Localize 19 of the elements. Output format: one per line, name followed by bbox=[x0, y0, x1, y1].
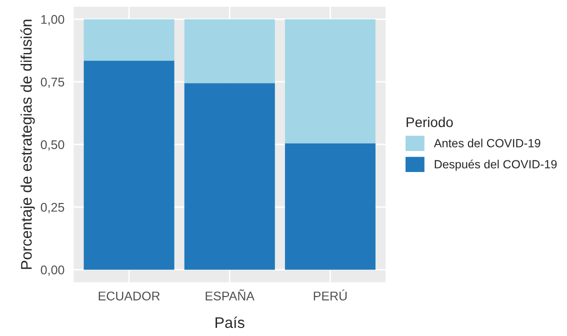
x-axis-title: País bbox=[216, 316, 244, 328]
y-tick-label: 0,00 bbox=[40, 266, 64, 276]
legend-label: Antes del COVID-19 bbox=[434, 138, 540, 148]
bar bbox=[184, 19, 275, 84]
y-tick-label: 0,25 bbox=[40, 202, 64, 214]
y-tick-label: 1,00 bbox=[41, 15, 64, 26]
x-tick-label: PERÚ bbox=[314, 289, 347, 300]
bar bbox=[184, 83, 275, 270]
legend-title: Periodo bbox=[406, 116, 453, 128]
bar bbox=[84, 19, 174, 61]
y-axis-title: Porcentaje de estrategias de difusión bbox=[20, 20, 35, 269]
y-tick-label: 0,75 bbox=[40, 78, 64, 88]
bar bbox=[284, 143, 376, 270]
y-tick-label: 0,50 bbox=[40, 140, 64, 151]
x-tick-label: ECUADOR bbox=[98, 292, 160, 300]
x-tick-label: ESPAÑA bbox=[206, 289, 255, 300]
legend-label: Después del COVID-19 bbox=[434, 160, 557, 171]
bar bbox=[84, 60, 174, 270]
bar bbox=[284, 19, 376, 144]
